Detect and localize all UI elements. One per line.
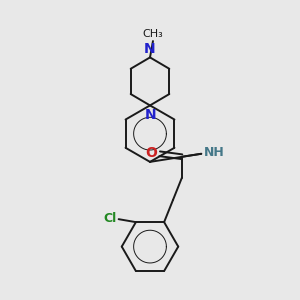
Text: CH₃: CH₃ <box>142 29 163 39</box>
Text: NH: NH <box>204 146 225 159</box>
Text: N: N <box>145 108 157 122</box>
Text: Cl: Cl <box>103 212 117 225</box>
Text: O: O <box>145 146 157 160</box>
Text: N: N <box>144 42 156 56</box>
